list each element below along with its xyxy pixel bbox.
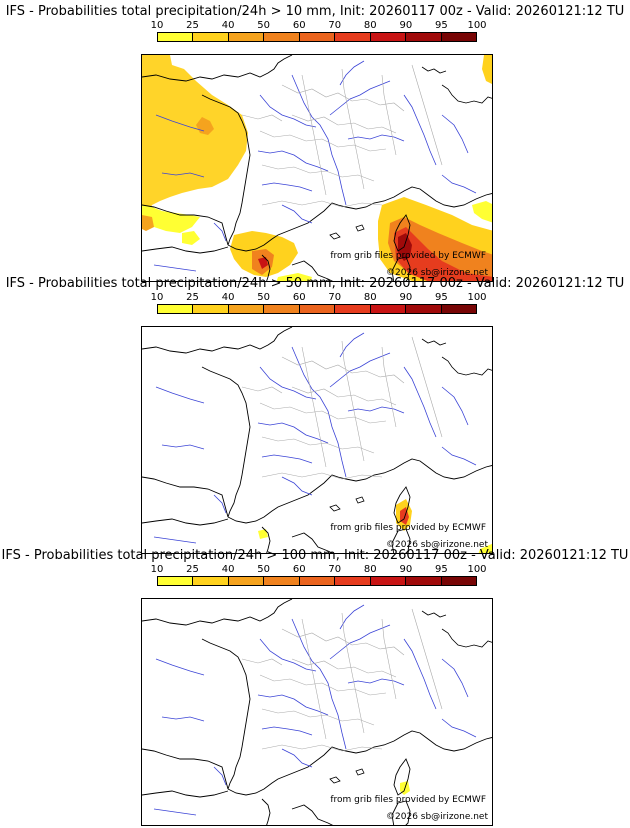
tick-label: 10 xyxy=(150,292,164,303)
tick-label: 10 xyxy=(150,564,164,575)
tick-label: 60 xyxy=(292,292,306,303)
colorbar-swatch xyxy=(264,33,300,41)
panel-50mm: IFS - Probabilities total precipitation/… xyxy=(0,276,630,554)
panel-title: IFS - Probabilities total precipitation/… xyxy=(5,4,625,19)
colorbar-swatch xyxy=(335,577,371,585)
prob-field-pyrenees xyxy=(258,529,268,539)
colorbar-swatch xyxy=(441,305,476,313)
prob-field-east-edge xyxy=(482,55,492,84)
colorbar xyxy=(157,576,477,586)
map-canvas xyxy=(142,599,492,825)
colorbar-swatch xyxy=(264,305,300,313)
colorbar-swatch xyxy=(441,33,476,41)
tick-label: 40 xyxy=(221,20,235,31)
copyright-credit: ©2026 sb@irizone.net xyxy=(386,268,488,278)
colorbar xyxy=(157,32,477,42)
panel-title: IFS - Probabilities total precipitation/… xyxy=(1,548,629,563)
tick-label: 90 xyxy=(399,292,413,303)
tick-label: 60 xyxy=(292,20,306,31)
colorbar-swatch xyxy=(406,577,442,585)
source-credit: from grib files provided by ECMWF xyxy=(330,523,486,533)
colorbar-swatch xyxy=(441,577,476,585)
colorbar-swatch xyxy=(370,305,407,313)
source-credit: from grib files provided by ECMWF xyxy=(330,251,486,261)
tick-label: 40 xyxy=(221,564,235,575)
colorbar-swatch xyxy=(193,577,229,585)
tick-label: 95 xyxy=(435,564,448,575)
prob-field-corsica-high xyxy=(394,227,492,281)
tick-label: 95 xyxy=(435,292,448,303)
tick-label: 100 xyxy=(467,292,487,303)
prob-field-coast xyxy=(142,117,214,231)
colorbar-swatch xyxy=(370,33,407,41)
colorbar-swatch xyxy=(299,33,336,41)
colorbar-swatch xyxy=(406,305,442,313)
tick-label: 25 xyxy=(186,20,199,31)
colorbar-swatch xyxy=(335,33,371,41)
tick-label: 95 xyxy=(435,20,448,31)
prob-field-alps xyxy=(472,201,492,223)
tick-label: 80 xyxy=(363,292,377,303)
prob-field-west xyxy=(142,55,248,221)
copyright-credit: ©2026 sb@irizone.net xyxy=(386,540,488,550)
tick-label: 50 xyxy=(257,292,271,303)
tick-label: 50 xyxy=(257,20,271,31)
probability-map: from grib files provided by ECMWF ©2026 … xyxy=(141,54,493,282)
prob-field-west-light xyxy=(142,205,200,233)
colorbar-swatch xyxy=(264,577,300,585)
colorbar-swatch xyxy=(228,33,265,41)
tick-label: 90 xyxy=(399,564,413,575)
panel-10mm: IFS - Probabilities total precipitation/… xyxy=(0,4,630,282)
colorbar-swatch xyxy=(193,33,229,41)
tick-label: 70 xyxy=(328,564,342,575)
colorbar-swatch xyxy=(158,305,194,313)
probability-map: from grib files provided by ECMWF ©2026 … xyxy=(141,326,493,554)
colorbar-swatch xyxy=(406,33,442,41)
colorbar-swatch xyxy=(228,305,265,313)
map-canvas xyxy=(142,55,492,281)
tick-label: 100 xyxy=(467,20,487,31)
prob-field-spain-north xyxy=(182,231,312,281)
colorbar-swatch xyxy=(158,577,194,585)
tick-label: 100 xyxy=(467,564,487,575)
prob-field-southeast xyxy=(478,543,492,553)
prob-field-pyrenees-peak xyxy=(258,257,268,269)
tick-label: 60 xyxy=(292,564,306,575)
colorbar-swatch xyxy=(370,577,407,585)
tick-label: 80 xyxy=(363,564,377,575)
colorbar-swatch xyxy=(158,33,194,41)
tick-label: 25 xyxy=(186,292,199,303)
source-credit: from grib files provided by ECMWF xyxy=(330,795,486,805)
colorbar-swatch xyxy=(335,305,371,313)
colorbar-ticks: 10 25 40 50 60 70 80 90 95 100 xyxy=(151,20,487,32)
probability-map: from grib files provided by ECMWF ©2026 … xyxy=(141,598,493,826)
map-canvas xyxy=(142,327,492,553)
colorbar-swatch xyxy=(299,577,336,585)
tick-label: 70 xyxy=(328,292,342,303)
copyright-credit: ©2026 sb@irizone.net xyxy=(386,812,488,822)
tick-label: 50 xyxy=(257,564,271,575)
colorbar-swatch xyxy=(299,305,336,313)
colorbar xyxy=(157,304,477,314)
colorbar-ticks: 10 25 40 50 60 70 80 90 95 100 xyxy=(151,564,487,576)
tick-label: 70 xyxy=(328,20,342,31)
tick-label: 25 xyxy=(186,564,199,575)
prob-field-corsica-peak xyxy=(398,233,412,261)
panel-title: IFS - Probabilities total precipitation/… xyxy=(5,276,625,291)
tick-label: 40 xyxy=(221,292,235,303)
panel-100mm: IFS - Probabilities total precipitation/… xyxy=(0,548,630,826)
colorbar-ticks: 10 25 40 50 60 70 80 90 95 100 xyxy=(151,292,487,304)
colorbar-swatch xyxy=(228,577,265,585)
colorbar-swatch xyxy=(193,305,229,313)
tick-label: 80 xyxy=(363,20,377,31)
tick-label: 90 xyxy=(399,20,413,31)
tick-label: 10 xyxy=(150,20,164,31)
